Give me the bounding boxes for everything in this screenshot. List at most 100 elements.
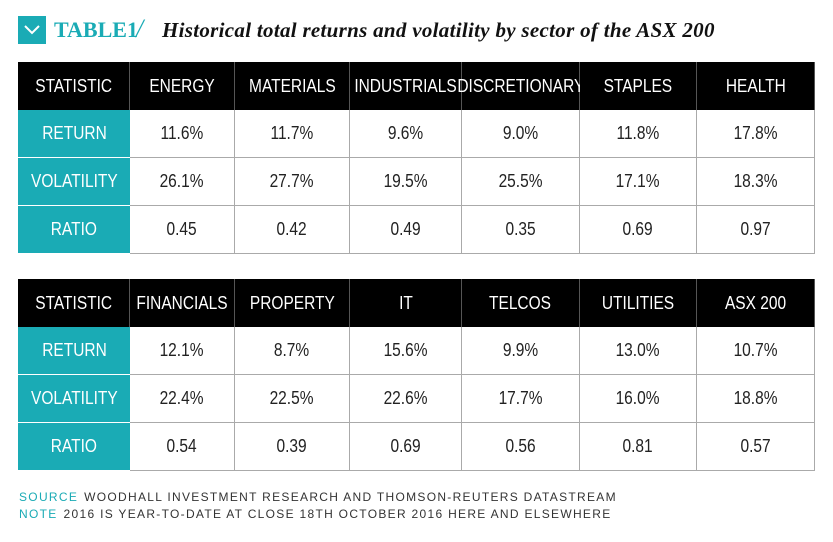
data-cell: 27.7% [235,158,350,206]
row-label-text: RETURN [41,340,107,360]
column-header: ASX 200 [697,279,815,327]
header-title: Historical total returns and volatility … [162,18,715,42]
column-header-text: INDUSTRIALS [354,75,457,96]
column-header: HEALTH [697,62,815,110]
data-cell-text: 0.54 [166,436,198,456]
data-cell-text: 26.1% [160,171,204,191]
data-cell-text: 0.42 [276,219,308,239]
data-cell: 0.81 [580,423,697,471]
footer-text: 2016 IS YEAR-TO-DATE AT CLOSE 18TH OCTOB… [63,507,612,521]
column-header-text: UTILITIES [601,292,675,313]
row-label: RATIO [18,206,130,254]
data-cell: 0.35 [462,206,580,254]
data-cell-text: 16.0% [616,388,660,408]
data-cell-text: 22.6% [383,388,428,408]
data-cell-text: 11.7% [270,123,314,143]
column-header-text: ASX 200 [724,292,787,313]
data-cell-text: 9.9% [502,340,539,360]
footer-text: WOODHALL INVESTMENT RESEARCH AND THOMSON… [84,490,617,504]
data-cell: 0.49 [350,206,462,254]
row-label: VOLATILITY [18,375,130,423]
column-header: INDUSTRIALS [350,62,462,110]
data-cell: 13.0% [580,327,697,375]
data-cell-text: 9.0% [502,123,539,143]
row-label-text: VOLATILITY [30,171,118,191]
column-header-text: ENERGY [149,75,215,96]
data-cell: 11.6% [130,110,235,158]
data-cell: 11.7% [235,110,350,158]
footer-line: NOTE 2016 IS YEAR-TO-DATE AT CLOSE 18TH O… [19,507,612,521]
data-cell: 15.6% [350,327,462,375]
data-cell: 0.97 [697,206,815,254]
column-header-text: DISCRETIONARY [456,75,585,96]
row-label: VOLATILITY [18,158,130,206]
column-header-text: IT [398,292,413,313]
data-cell-text: 17.7% [498,388,543,408]
data-cell: 17.8% [697,110,815,158]
column-header: STAPLES [580,62,697,110]
data-cell: 9.9% [462,327,580,375]
column-header-text: STATISTIC [35,75,112,96]
data-cell: 19.5% [350,158,462,206]
data-cell-text: 18.3% [733,171,778,191]
column-header: FINANCIALS [130,279,235,327]
data-cell: 18.3% [697,158,815,206]
row-label-text: RETURN [41,123,107,143]
data-cell: 17.7% [462,375,580,423]
data-cell: 0.39 [235,423,350,471]
data-cell-text: 18.8% [733,388,778,408]
column-header: UTILITIES [580,279,697,327]
column-header: PROPERTY [235,279,350,327]
column-header-text: HEALTH [725,75,786,96]
column-header: ENERGY [130,62,235,110]
footer-label: NOTE [19,507,58,521]
data-cell-text: 25.5% [498,171,543,191]
data-cell-text: 8.7% [274,340,310,360]
data-cell: 0.54 [130,423,235,471]
data-cell-text: 13.0% [616,340,660,360]
data-cell-text: 12.1% [160,340,204,360]
column-header: STATISTIC [18,62,130,110]
column-header: IT [350,279,462,327]
data-cell: 26.1% [130,158,235,206]
data-cell-text: 10.7% [733,340,778,360]
column-header-text: STAPLES [603,75,673,96]
data-cell-text: 19.5% [383,171,428,191]
data-cell: 0.57 [697,423,815,471]
row-label-text: RATIO [50,219,98,239]
column-header-text: STATISTIC [35,292,112,313]
row-label: RETURN [18,110,130,158]
data-cell-text: 17.1% [616,171,660,191]
data-cell: 0.45 [130,206,235,254]
data-cell: 18.8% [697,375,815,423]
data-cell-text: 0.35 [505,219,536,239]
data-cell: 0.69 [350,423,462,471]
data-cell-text: 11.6% [160,123,204,143]
data-cell-text: 22.5% [270,388,314,408]
data-cell: 0.42 [235,206,350,254]
column-header: TELCOS [462,279,580,327]
data-cell: 16.0% [580,375,697,423]
column-header-text: MATERIALS [248,75,336,96]
column-header-text: FINANCIALS [136,292,228,313]
column-header: STATISTIC [18,279,130,327]
footer-label: SOURCE [19,490,79,504]
data-cell: 12.1% [130,327,235,375]
data-cell-text: 0.57 [740,436,771,456]
row-label: RETURN [18,327,130,375]
row-label-text: VOLATILITY [30,388,118,408]
data-cell: 10.7% [697,327,815,375]
header-label: TABLE1 [54,17,138,42]
data-cell: 11.8% [580,110,697,158]
data-cell-text: 0.81 [622,436,654,456]
data-cell-text: 15.6% [383,340,428,360]
data-cell-text: 0.69 [622,219,654,239]
data-cell: 22.5% [235,375,350,423]
data-cell-text: 11.8% [616,123,660,143]
data-cell-text: 0.97 [740,219,771,239]
data-cell: 0.69 [580,206,697,254]
data-cell-text: 0.45 [166,219,198,239]
chevron-icon [18,16,46,44]
data-cell: 9.6% [350,110,462,158]
